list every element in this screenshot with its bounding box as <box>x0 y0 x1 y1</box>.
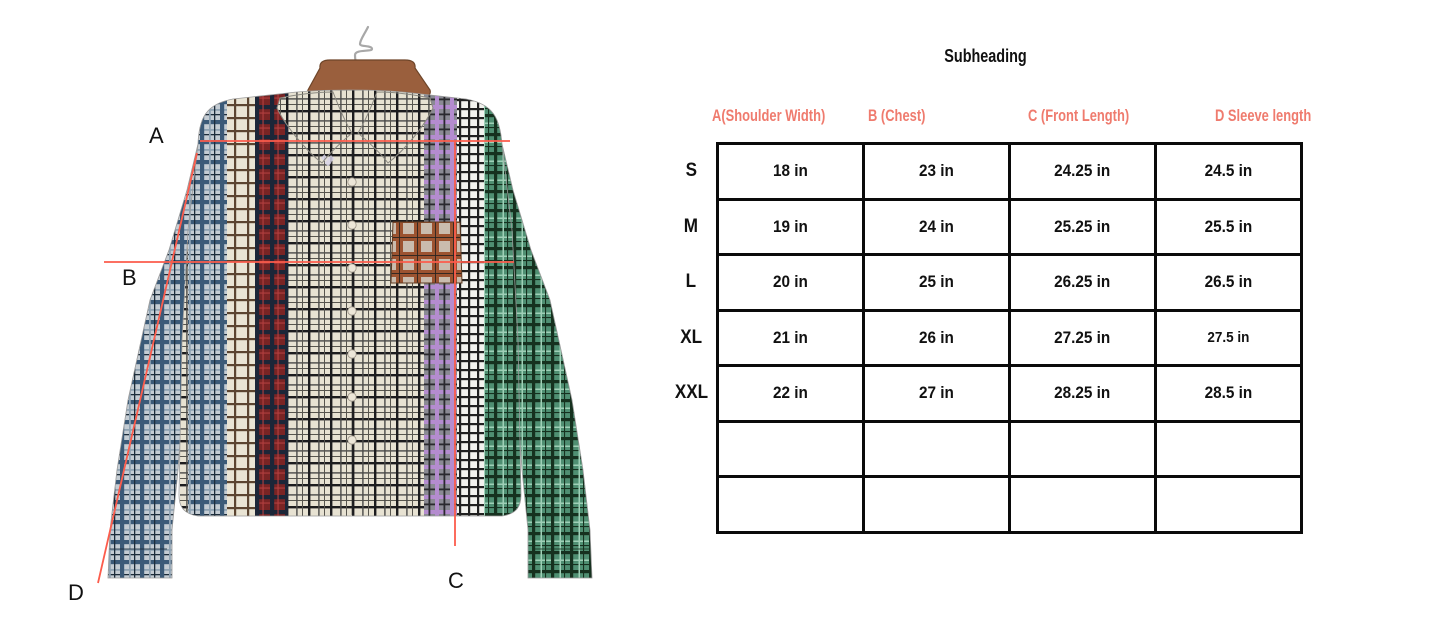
svg-text:D: D <box>68 580 84 605</box>
svg-text:A: A <box>149 123 164 148</box>
svg-text:C: C <box>448 568 464 593</box>
svg-text:B: B <box>122 265 137 290</box>
